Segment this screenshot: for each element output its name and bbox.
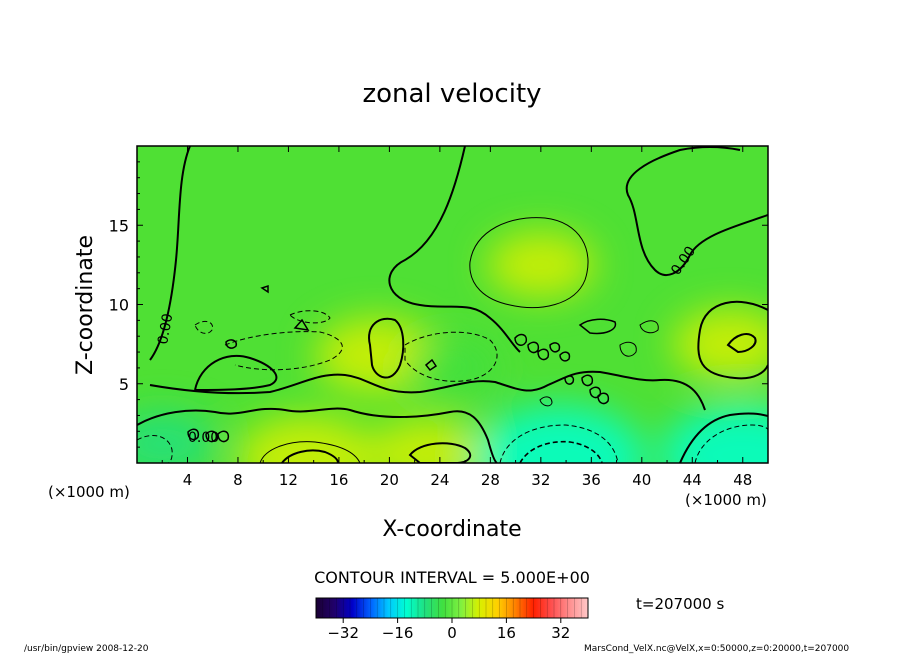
zero-contour-left-hump <box>194 354 278 391</box>
contour-string-loops-left <box>187 428 230 443</box>
x-tick-label: 36 <box>582 471 601 489</box>
contour-small-loop-4 <box>639 320 659 334</box>
colorbar-tick-label: −32 <box>327 624 359 642</box>
y-tick-label: 5 <box>119 375 129 394</box>
contour-string-loops-center <box>514 333 571 362</box>
velocity-feature-positive <box>369 418 486 463</box>
contour-small-loop-6 <box>225 339 238 349</box>
zero-contour-label-bottom: 0.00 <box>188 430 219 446</box>
x-tick-label: 40 <box>632 471 651 489</box>
zero-contour-right-inner <box>726 333 757 354</box>
velocity-field <box>137 231 768 463</box>
x-tick-label: 48 <box>733 471 752 489</box>
plot-background <box>137 146 768 463</box>
velocity-feature-positive <box>672 308 768 380</box>
contour-positive-bottom <box>259 441 361 463</box>
contour-negative-bottom-right <box>499 424 619 463</box>
velocity-feature-negative <box>473 405 646 463</box>
x-tick-label: 28 <box>481 471 500 489</box>
x-tick-label: 24 <box>430 471 449 489</box>
zero-contour-mid-band <box>149 370 706 411</box>
zero-contour-upper-left <box>149 146 191 361</box>
x-axis-label: X-coordinate <box>382 517 521 542</box>
y-axis-label: Z-coordinate <box>73 235 98 375</box>
x-tick-label: 20 <box>380 471 399 489</box>
zero-contour-mid-blob <box>368 317 405 379</box>
contour-small-loop-8 <box>260 284 269 294</box>
contour-negative-bottom-right-inner <box>519 440 603 463</box>
contour-small-loop-1 <box>293 318 310 331</box>
velocity-feature-negative <box>406 339 499 396</box>
x-tick-label: 44 <box>683 471 702 489</box>
contour-negative-center <box>404 331 498 382</box>
y-tick-label: 10 <box>109 296 129 315</box>
x-tick-label: 4 <box>183 471 193 489</box>
colorbar-tick-label: 32 <box>551 624 570 642</box>
contour-positive-center <box>469 217 589 308</box>
contour-string-loops-lower <box>564 374 610 405</box>
x-unit-label: (×1000 m) <box>685 491 767 509</box>
velocity-feature-negative <box>137 410 217 463</box>
zero-contour-label-left: 0.00 <box>155 312 176 345</box>
x-tick-label: 8 <box>233 471 243 489</box>
contour-small-loop-7 <box>424 358 438 372</box>
x-axis-ticks: 4 8 12 16 20 24 28 32 36 40 44 48 <box>161 146 752 489</box>
contour-negative-upper-left <box>194 320 214 334</box>
y-unit-label: (×1000 m) <box>48 483 130 501</box>
velocity-feature-positive <box>486 231 595 298</box>
x-tick-label: 16 <box>329 471 348 489</box>
time-label: t=207000 s <box>636 595 724 613</box>
zero-contour-upper-middle <box>388 146 521 353</box>
plot-area: 0.00 0.00 0.00 <box>137 146 768 463</box>
contour-negative-far-right <box>694 424 768 463</box>
contour-small-loop-2 <box>578 318 617 335</box>
zero-contour-bottom-right <box>679 412 768 463</box>
colorbar-tick-label: 16 <box>497 624 516 642</box>
footer-left: /usr/bin/gpview 2008-12-20 <box>24 644 149 654</box>
x-tick-label: 12 <box>279 471 298 489</box>
zero-contour-lower-band <box>137 407 498 463</box>
colorbar-tick-label: 0 <box>447 624 457 642</box>
contour-interval-label: CONTOUR INTERVAL = 5.000E+00 <box>314 568 590 587</box>
contour-positive-bottom-inner <box>281 449 339 463</box>
zero-contour-right <box>697 300 768 380</box>
velocity-feature-positive <box>237 415 378 463</box>
colorbar-tick-label: −16 <box>382 624 414 642</box>
contour-negative-mid <box>224 331 343 371</box>
contour-negative-left <box>137 435 173 463</box>
y-tick-label: 15 <box>109 216 129 235</box>
x-tick-label: 32 <box>531 471 550 489</box>
chart-title: zonal velocity <box>362 79 541 109</box>
contour-lines <box>137 146 768 463</box>
colorbar-ticks: −32 −16 0 16 32 <box>322 598 582 642</box>
zero-contour-upper-right <box>625 146 768 276</box>
contour-small-loop-3 <box>619 341 637 357</box>
footer-right: MarsCond_VelX.nc@VelX,x=0:50000,z=0:2000… <box>584 644 849 654</box>
y-axis-ticks: 5 10 15 <box>109 161 768 448</box>
contour-small-loop-5 <box>539 396 553 407</box>
